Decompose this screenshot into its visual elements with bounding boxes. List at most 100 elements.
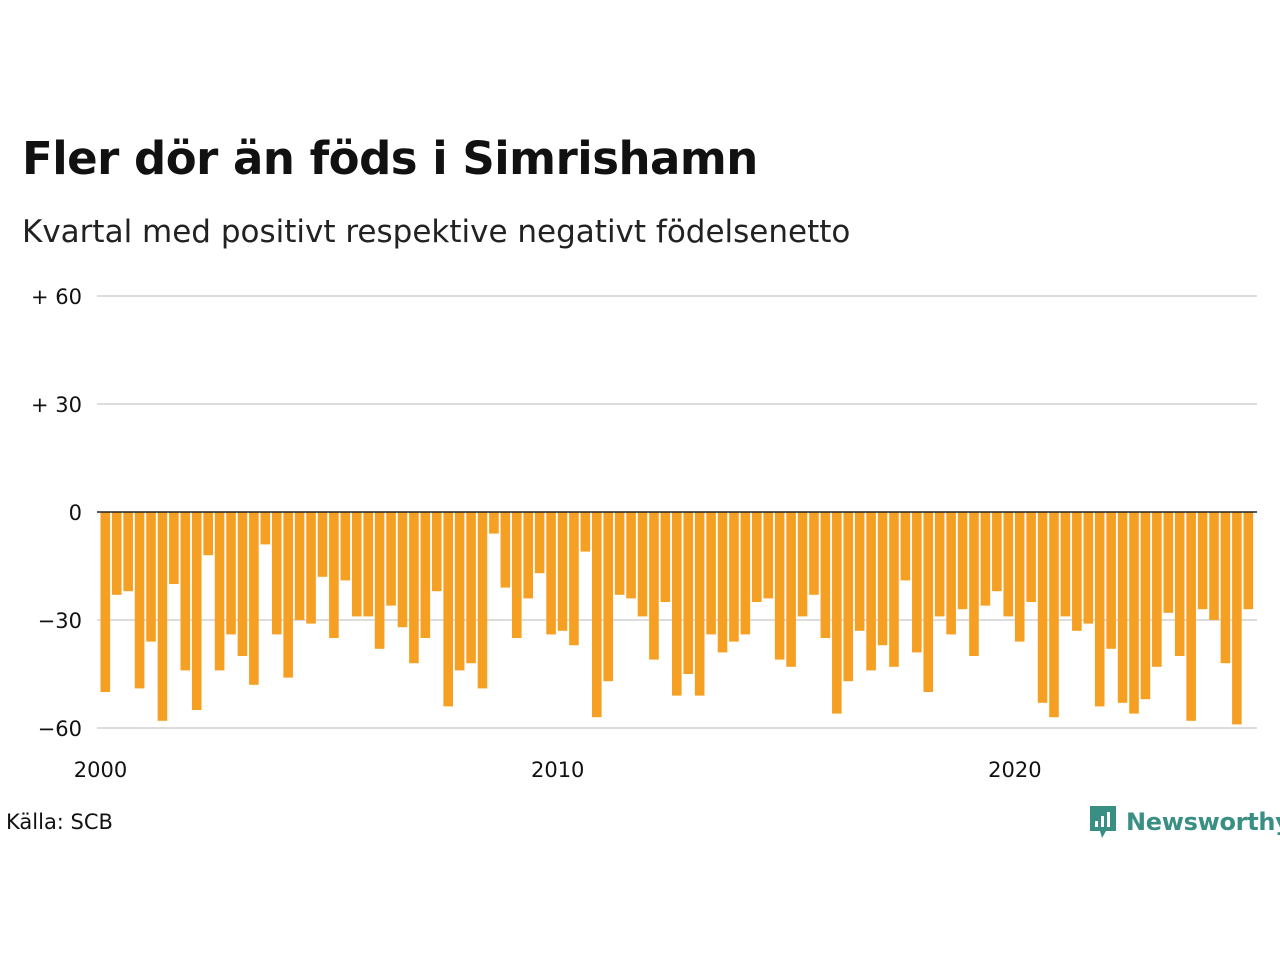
bar: [374, 512, 385, 649]
bar: [111, 512, 122, 595]
bar: [397, 512, 408, 628]
bar: [980, 512, 991, 606]
bar: [283, 512, 293, 678]
bar: [580, 512, 591, 552]
bar: [169, 512, 179, 584]
bar: [203, 512, 213, 556]
bar: [923, 512, 934, 692]
bar: [180, 512, 191, 671]
bar: [832, 512, 842, 714]
bar: [477, 512, 488, 689]
bar: [626, 512, 636, 599]
x-tick-label: 2000: [74, 758, 127, 782]
brand-name: Newsworthy: [1126, 808, 1280, 836]
bar: [1209, 512, 1219, 620]
bar: [934, 512, 945, 617]
bar: [1026, 512, 1036, 602]
bar: [1003, 512, 1014, 617]
bar: [1094, 512, 1105, 707]
bar: [420, 512, 431, 638]
bar: [946, 512, 956, 635]
bar: [523, 512, 534, 599]
bar: [900, 512, 911, 581]
bar: [466, 512, 476, 664]
y-tick-label: + 60: [31, 285, 82, 309]
bar: [146, 512, 156, 642]
bar: [1014, 512, 1025, 642]
bar: [740, 512, 751, 635]
source-note: Källa: SCB: [6, 810, 113, 834]
bar: [340, 512, 351, 581]
y-tick-label: −30: [38, 609, 82, 633]
axes: + 60 + 30 0 −30 −60 2000 2010 2020: [31, 285, 1257, 782]
bar: [1072, 512, 1082, 631]
bar: [969, 512, 979, 656]
bar: [603, 512, 614, 682]
bar: [763, 512, 774, 599]
bar: [649, 512, 659, 660]
bar: [363, 512, 373, 617]
bar: [386, 512, 396, 606]
bar: [854, 512, 865, 631]
bar: [614, 512, 625, 595]
bar: [1232, 512, 1242, 725]
bar: [123, 512, 133, 592]
bar: [992, 512, 1002, 592]
bar: [1117, 512, 1128, 703]
bar: [591, 512, 602, 718]
bar: [546, 512, 556, 635]
bar: [889, 512, 899, 667]
bar: [1083, 512, 1094, 624]
bar: [694, 512, 705, 696]
bar: [683, 512, 694, 674]
bar: [957, 512, 968, 610]
bar: [797, 512, 808, 617]
bar: [157, 512, 168, 721]
bar: [1186, 512, 1196, 721]
bar: [809, 512, 819, 595]
bar: [717, 512, 728, 653]
bar: [637, 512, 648, 617]
bar-chart-speech-icon: [1090, 806, 1116, 838]
bar: [489, 512, 499, 534]
bar: [214, 512, 225, 671]
x-tick-label: 2010: [531, 758, 584, 782]
y-tick-label: −60: [38, 717, 82, 741]
bar: [500, 512, 511, 588]
bar: [1197, 512, 1208, 610]
bar: [729, 512, 739, 642]
bar: [1060, 512, 1071, 617]
bar: [306, 512, 316, 624]
bar: [511, 512, 522, 638]
bar: [1129, 512, 1139, 714]
bar: [877, 512, 888, 646]
bar: [260, 512, 271, 545]
bar: [1037, 512, 1048, 703]
bar: [1106, 512, 1116, 649]
bar: [706, 512, 716, 635]
bar: [443, 512, 453, 707]
bar: [271, 512, 282, 635]
bar: [1049, 512, 1059, 718]
bar: [1220, 512, 1231, 664]
bar: [569, 512, 579, 646]
chart-title: Fler dör än föds i Simrishamn: [22, 132, 758, 185]
bar: [317, 512, 328, 577]
bar: [786, 512, 796, 667]
bar: [226, 512, 236, 635]
bar: [1174, 512, 1185, 656]
bar: [660, 512, 671, 602]
bar: [912, 512, 922, 653]
bar: [752, 512, 762, 602]
bars: [100, 512, 1254, 725]
bar: [351, 512, 362, 617]
y-tick-label: 0: [69, 501, 82, 525]
bar: [329, 512, 339, 638]
bar: [409, 512, 419, 664]
bar: [431, 512, 442, 592]
bar-chart: + 60 + 30 0 −30 −60 2000 2010 2020: [31, 285, 1257, 782]
bar: [1152, 512, 1162, 667]
brand-logo: Newsworthy: [1088, 804, 1280, 840]
y-tick-label: + 30: [31, 393, 82, 417]
bar: [820, 512, 831, 638]
